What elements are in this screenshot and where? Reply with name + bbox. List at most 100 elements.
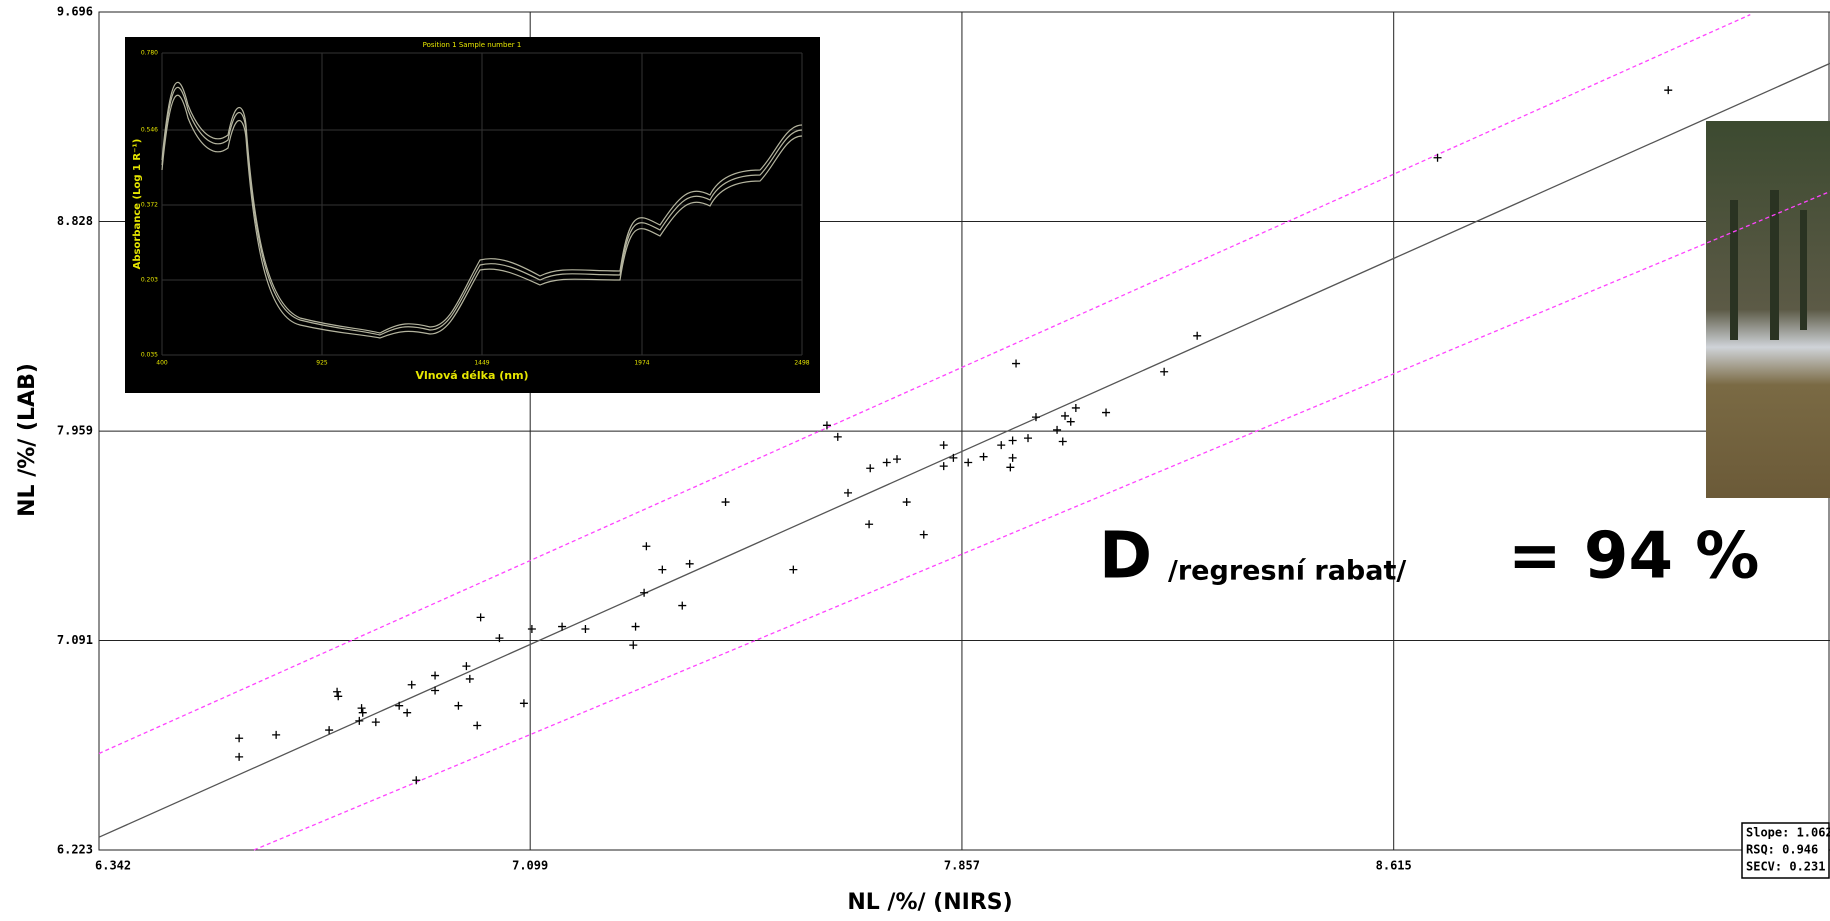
point	[1012, 359, 1021, 368]
y-tick-label: 7.959	[57, 424, 93, 438]
point	[235, 734, 244, 743]
point	[865, 520, 874, 529]
point	[939, 441, 948, 450]
point	[1102, 408, 1111, 417]
x-tick-label: 7.857	[944, 859, 980, 873]
annotation-sub: /regresní rabat/	[1168, 556, 1406, 587]
point	[629, 641, 638, 650]
reference-line	[253, 190, 1830, 851]
point	[1053, 425, 1062, 434]
inset-y-tick: 0.780	[141, 50, 158, 57]
point	[476, 613, 485, 622]
photo-trees	[1730, 190, 1807, 340]
point	[833, 432, 842, 441]
point	[979, 452, 988, 461]
annotation-value: = 94 %	[1508, 520, 1759, 594]
point	[465, 674, 474, 683]
y-tick-label: 9.696	[57, 5, 93, 19]
annotation-letter: D	[1099, 520, 1152, 594]
point	[581, 624, 590, 633]
point	[1071, 403, 1080, 412]
point	[235, 752, 244, 761]
point	[1066, 417, 1075, 426]
point	[789, 565, 798, 574]
point	[1664, 86, 1673, 95]
point	[431, 671, 440, 680]
point	[519, 699, 528, 708]
point	[1058, 437, 1067, 446]
photo	[1706, 121, 1830, 498]
point	[1193, 331, 1202, 340]
point	[495, 634, 504, 643]
inset-y-tick: 0.203	[141, 277, 158, 284]
point	[1061, 411, 1070, 420]
point	[939, 462, 948, 471]
x-tick-label: 8.615	[1376, 859, 1412, 873]
point	[355, 716, 364, 725]
point	[371, 718, 380, 727]
point	[462, 662, 471, 671]
point	[658, 565, 667, 574]
stat: Slope: 1.062	[1746, 826, 1830, 840]
point	[412, 776, 421, 785]
point	[272, 730, 281, 739]
point	[1008, 436, 1017, 445]
point	[333, 687, 342, 696]
point	[822, 421, 831, 430]
point	[640, 588, 649, 597]
stat: SECV: 0.231	[1746, 860, 1825, 874]
point	[325, 726, 334, 735]
point	[1024, 434, 1033, 443]
x-tick-label: 6.342	[95, 859, 131, 873]
point	[403, 708, 412, 717]
point	[642, 542, 651, 551]
point	[685, 559, 694, 568]
point	[357, 704, 366, 713]
inset-y-tick: 0.035	[141, 352, 158, 359]
point	[893, 455, 902, 464]
reference-line	[98, 14, 1751, 755]
inset-title: Position 1 Sample number 1	[423, 41, 522, 49]
point	[964, 458, 973, 467]
point	[1433, 153, 1442, 162]
point	[527, 624, 536, 633]
point	[407, 680, 416, 689]
y-axis-label: NL /%/ (LAB)	[15, 363, 40, 517]
point	[334, 692, 343, 701]
point	[721, 498, 730, 507]
inset-y-label: Absorbance (Log 1 R⁻¹)	[132, 139, 143, 270]
x-axis-label: NL /%/ (NIRS)	[847, 890, 1012, 915]
point	[1031, 413, 1040, 422]
point	[1160, 367, 1169, 376]
point	[1008, 453, 1017, 462]
stats-box	[1741, 822, 1830, 879]
point	[902, 498, 911, 507]
inset-x-tick: 1974	[634, 360, 649, 367]
point	[678, 601, 687, 610]
point	[866, 464, 875, 473]
reference-line	[98, 62, 1830, 838]
x-tick-label: 7.099	[512, 859, 548, 873]
inset-y-tick: 0.372	[141, 202, 158, 209]
point	[949, 453, 958, 462]
point	[558, 622, 567, 631]
point	[882, 458, 891, 467]
point	[473, 721, 482, 730]
inset-x-tick: 925	[316, 360, 328, 367]
inset-spectrum: Position 1 Sample number 1 Absorbance (L…	[125, 37, 820, 393]
inset-x-tick: 400	[156, 360, 168, 367]
inset-y-tick: 0.546	[141, 127, 158, 134]
point	[1006, 463, 1015, 472]
y-tick-label: 8.828	[57, 214, 93, 228]
point	[919, 530, 928, 539]
point	[844, 488, 853, 497]
inset-x-tick: 1449	[474, 360, 489, 367]
inset-x-label: Vlnová délka (nm)	[415, 369, 528, 382]
point	[395, 701, 404, 710]
y-tick-label: 6.223	[57, 843, 93, 857]
point	[631, 622, 640, 631]
stat: RSQ: 0.946	[1746, 843, 1818, 857]
point	[997, 441, 1006, 450]
point	[454, 701, 463, 710]
